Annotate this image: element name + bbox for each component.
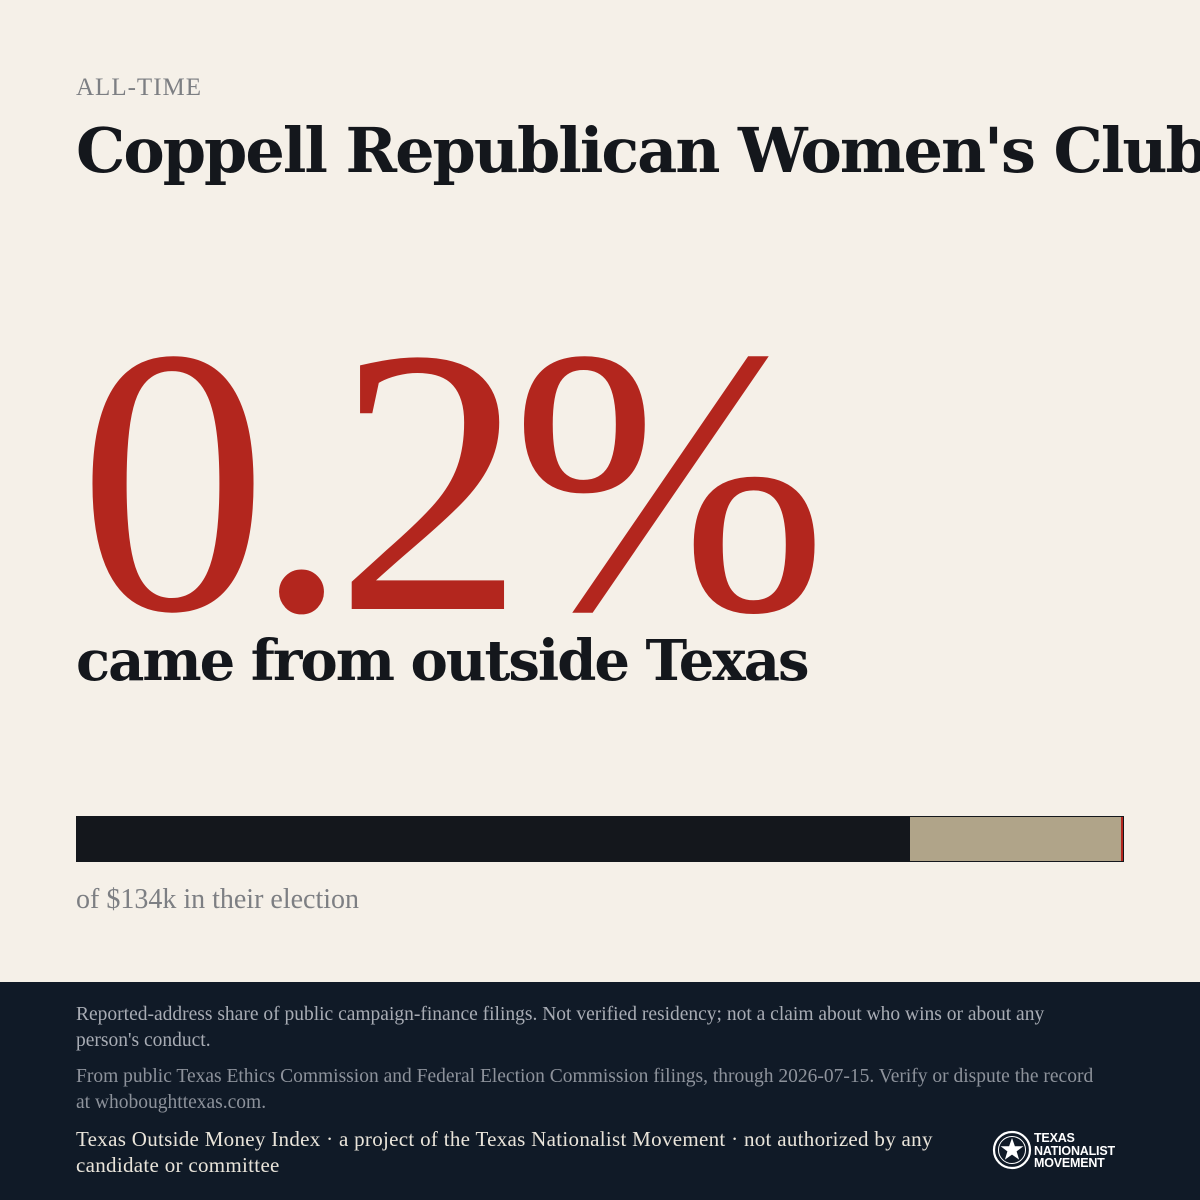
star-seal-icon [992, 1130, 1032, 1170]
outside-share-value: 0.2% [78, 271, 828, 692]
outside-share-caption: came from outside Texas [76, 628, 810, 694]
main-content: ALL-TIME Coppell Republican Women's Club… [76, 0, 1200, 982]
total-raised-note: of $134k in their election [76, 884, 360, 915]
committee-name: Coppell Republican Women's Club [76, 114, 1200, 187]
tnm-logo-wordmark: TEXAS NATIONALIST MOVEMENT [1034, 1132, 1115, 1170]
share-bar-outside-segment [1120, 817, 1123, 861]
footer-credit: Texas Outside Money Index · a project of… [76, 1127, 933, 1177]
share-bar [76, 816, 1124, 862]
logo-line: MOVEMENT [1034, 1156, 1105, 1170]
footer-disclaimer: Reported-address share of public campaig… [76, 1004, 1045, 1051]
logo-line: NATIONALIST [1034, 1143, 1115, 1158]
period-label: ALL-TIME [76, 74, 203, 101]
footer-source: From public Texas Ethics Commission and … [76, 1066, 1094, 1113]
logo-line: TEXAS [1034, 1131, 1075, 1145]
tnm-logo: TEXAS NATIONALIST MOVEMENT [992, 1130, 1127, 1174]
share-bar-texas-segment [77, 817, 910, 861]
